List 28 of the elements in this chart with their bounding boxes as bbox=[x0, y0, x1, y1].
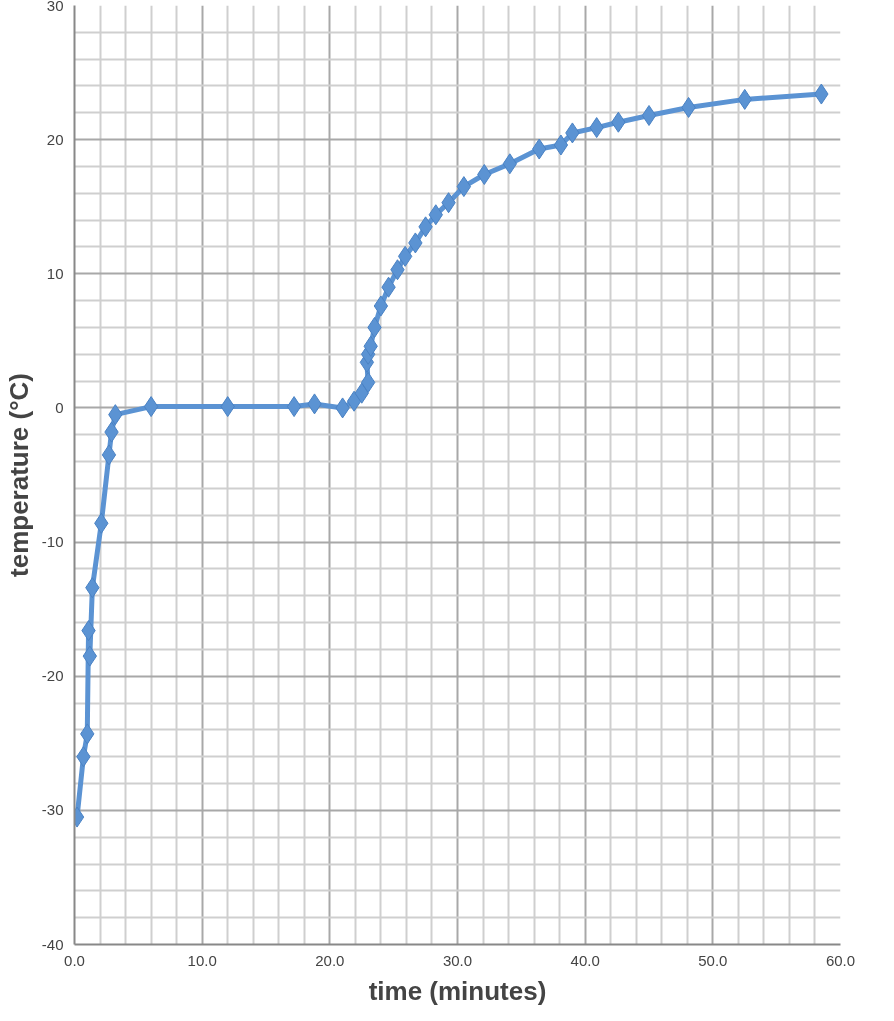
y-tick-label: 30 bbox=[46, 0, 64, 14]
point bbox=[360, 371, 376, 393]
y-tick-label: 10 bbox=[46, 264, 64, 282]
y-tick-label: -30 bbox=[41, 801, 64, 819]
y-tick-label: 0 bbox=[55, 398, 64, 416]
x-tick-label: 20.0 bbox=[315, 951, 345, 969]
point bbox=[346, 390, 362, 412]
y-tick-label: -10 bbox=[41, 533, 64, 551]
point bbox=[143, 396, 159, 418]
y-tick-label: -20 bbox=[41, 667, 64, 685]
point bbox=[456, 176, 472, 198]
x-tick-label: 0.0 bbox=[64, 951, 85, 969]
x-tick-label: 40.0 bbox=[570, 951, 600, 969]
point bbox=[373, 295, 389, 317]
x-tick-label: 30.0 bbox=[442, 951, 473, 969]
point bbox=[397, 245, 413, 267]
x-tick-label: 60.0 bbox=[825, 951, 856, 969]
x-axis-title: time (minutes) bbox=[368, 975, 547, 1006]
point bbox=[502, 153, 518, 175]
point bbox=[101, 444, 117, 466]
point bbox=[286, 396, 302, 418]
x-tick-label: 50.0 bbox=[698, 951, 728, 969]
point bbox=[641, 105, 657, 126]
y-tick-label: -40 bbox=[41, 935, 64, 953]
y-axis-title: temperature (°C) bbox=[3, 372, 34, 577]
x-tick-label: 10.0 bbox=[187, 951, 217, 969]
point bbox=[553, 134, 569, 156]
y-tick-label: 20 bbox=[46, 130, 64, 148]
